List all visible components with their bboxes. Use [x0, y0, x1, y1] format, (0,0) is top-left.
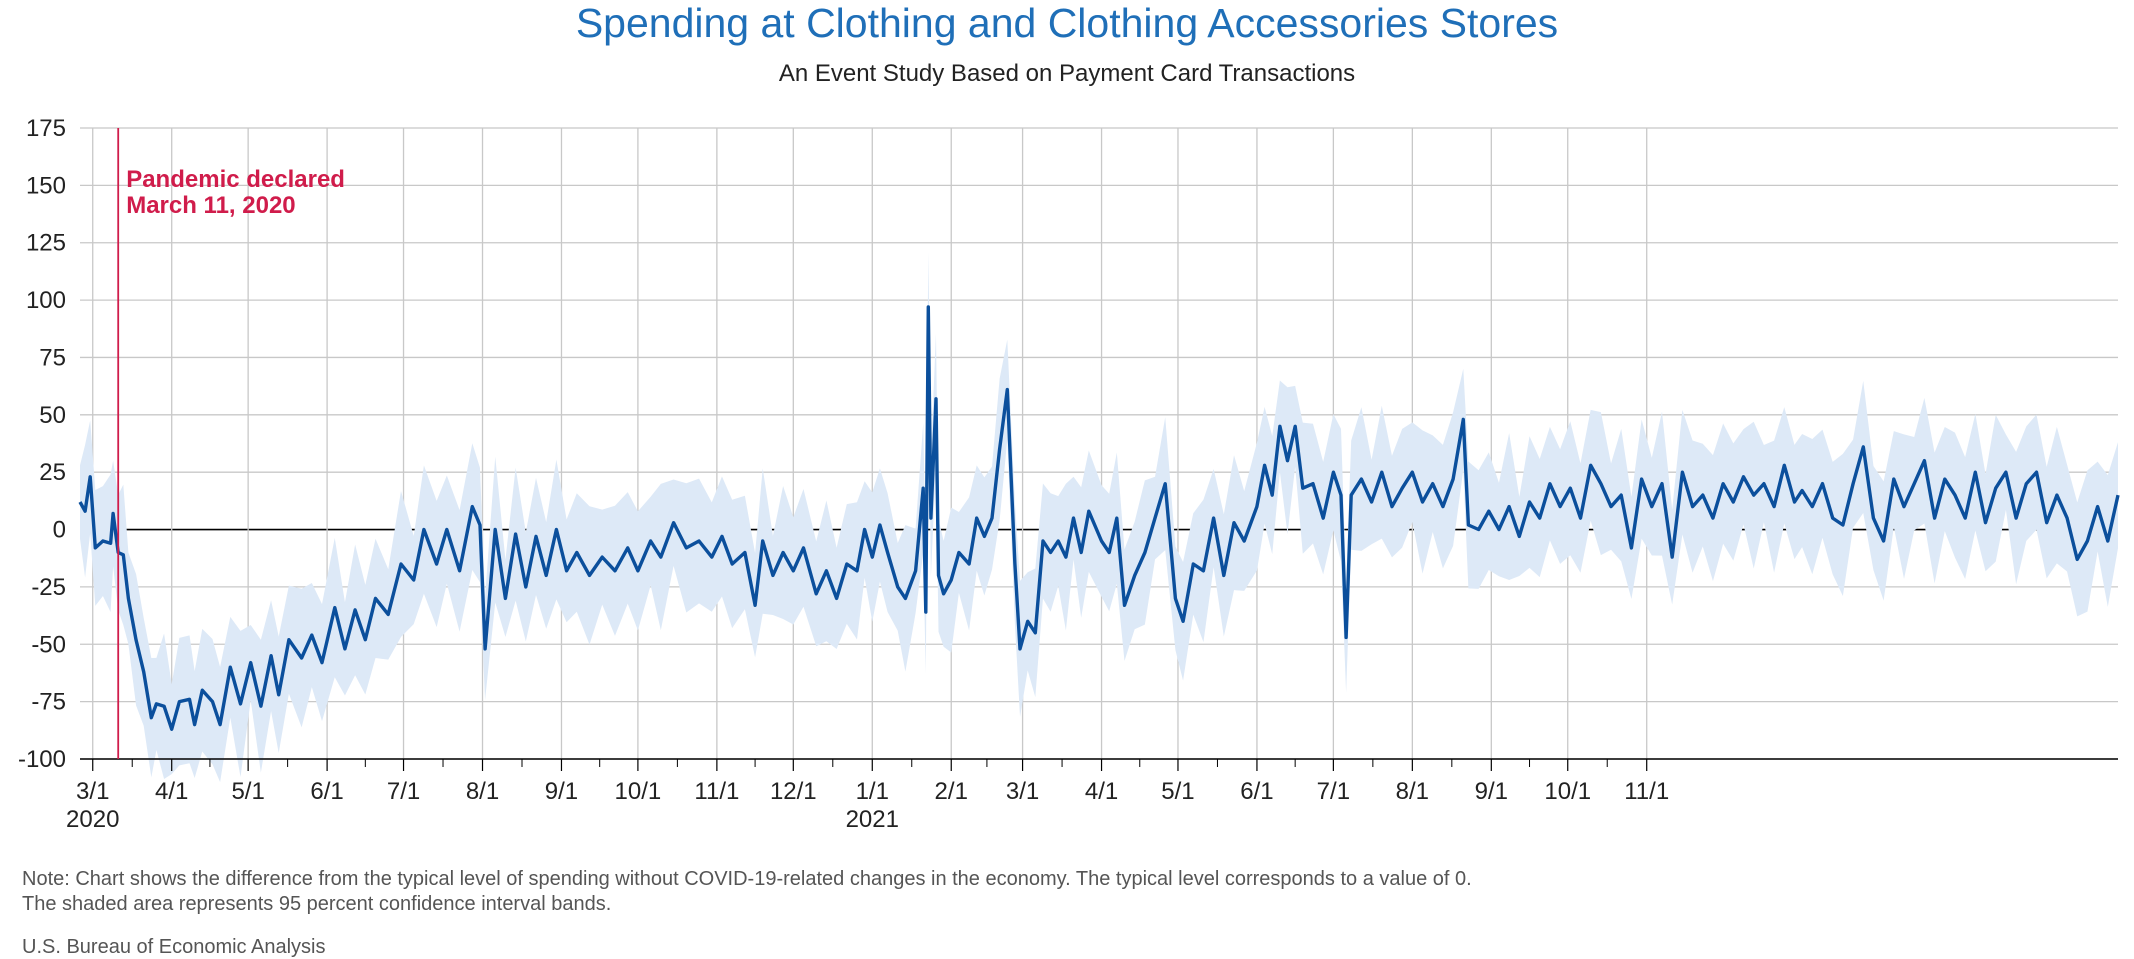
note-line-1: Note: Chart shows the difference from th…: [22, 868, 1472, 890]
y-tick-label: 25: [39, 459, 66, 486]
confidence-band-layer: [80, 251, 2118, 783]
spending-series-line: [78, 305, 2120, 731]
x-tick-label: 6/1: [310, 778, 343, 805]
x-tick-label: 2/1: [935, 778, 968, 805]
y-tick-label: -25: [31, 574, 66, 601]
annotation-label-line-1: Pandemic declared: [126, 166, 345, 193]
x-tick-label: 11/1: [1624, 778, 1669, 805]
note-line-2: The shaded area represents 95 percent co…: [22, 893, 612, 915]
year-label: 2020: [66, 806, 119, 833]
x-tick-label: 1/1: [856, 778, 889, 805]
source-text: U.S. Bureau of Economic Analysis: [22, 936, 326, 958]
x-tick-label: 8/1: [466, 778, 499, 805]
y-tick-label: 175: [26, 115, 66, 142]
axis-layer: 175 150 125 100 75 50 25 0 -25 -50 -75 -100 3/1 4/1 5/…: [18, 115, 2118, 833]
y-tick-label: -75: [31, 689, 66, 716]
x-tick-label: 4/1: [155, 778, 188, 805]
y-tick-label: -100: [18, 746, 66, 773]
x-tick-label: 5/1: [1161, 778, 1194, 805]
x-tick-label: 3/1: [76, 778, 109, 805]
year-label: 2021: [846, 806, 899, 833]
chart-title: Spending at Clothing and Clothing Access…: [575, 0, 1559, 46]
x-tick-label: 7/1: [387, 778, 420, 805]
x-tick-label: 10/1: [615, 778, 662, 805]
confidence-band: [80, 251, 2118, 783]
y-tick-label: 75: [39, 344, 66, 371]
x-tick-label: 8/1: [1396, 778, 1429, 805]
x-tick-label: 3/1: [1006, 778, 1039, 805]
x-tick-label: 12/1: [770, 778, 817, 805]
x-tick-label: 9/1: [1475, 778, 1508, 805]
annotation-label-line-2: March 11, 2020: [126, 192, 295, 219]
y-tick-label: 50: [39, 402, 66, 429]
chart-subtitle: An Event Study Based on Payment Card Tra…: [778, 60, 1356, 87]
x-tick-label: 11/1: [694, 778, 739, 805]
y-tick-label: 125: [26, 230, 66, 257]
series-line-layer: [78, 305, 2120, 731]
x-tick-label: 9/1: [545, 778, 578, 805]
y-tick-label: 150: [26, 172, 66, 199]
x-tick-label: 5/1: [231, 778, 264, 805]
x-tick-label: 6/1: [1240, 778, 1273, 805]
y-tick-label: 0: [53, 517, 66, 544]
x-tick-label: 7/1: [1317, 778, 1350, 805]
x-tick-label: 10/1: [1544, 778, 1591, 805]
y-tick-label: -50: [31, 631, 66, 658]
y-tick-label: 100: [26, 287, 66, 314]
x-tick-label: 4/1: [1085, 778, 1118, 805]
